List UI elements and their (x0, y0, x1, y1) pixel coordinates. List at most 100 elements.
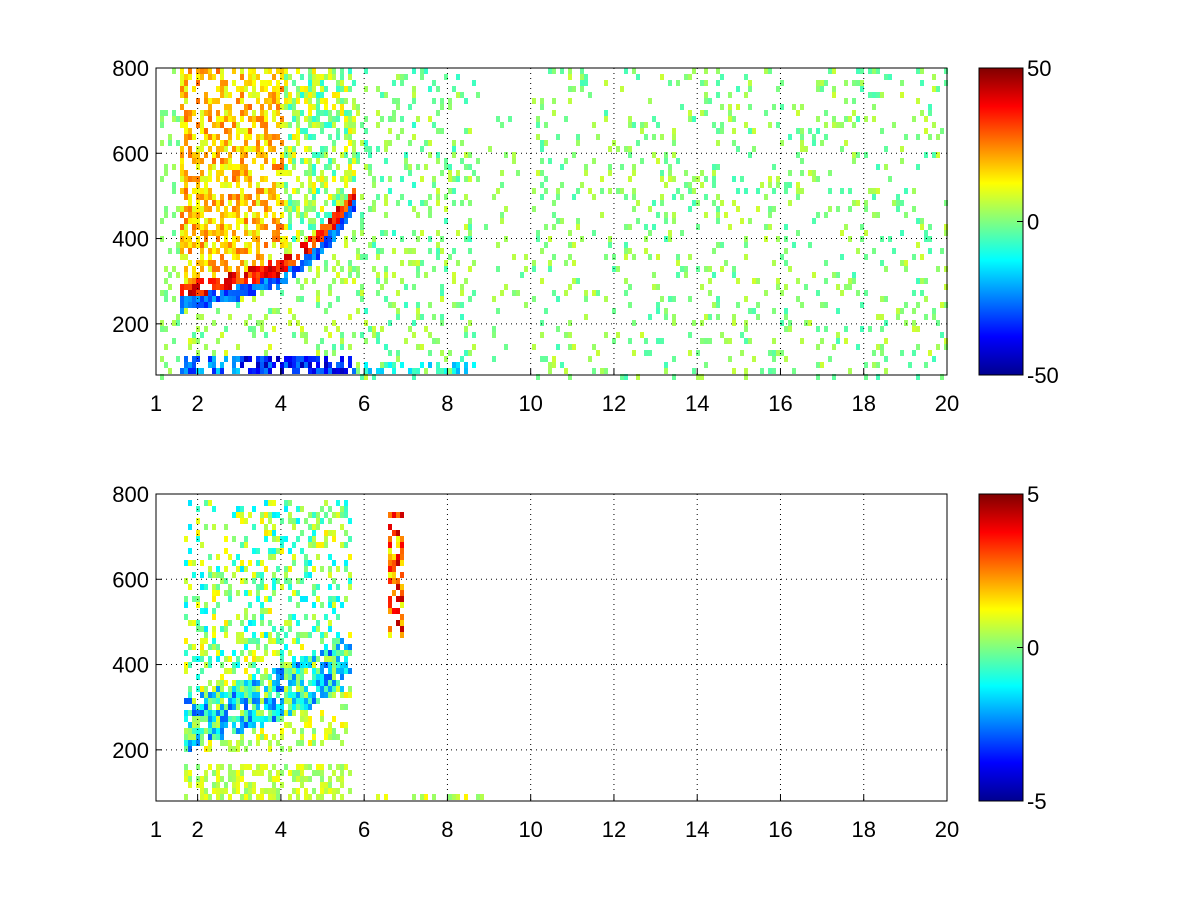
heatmap-cell (252, 272, 256, 278)
heatmap-cell (200, 656, 204, 662)
heatmap-cell (264, 632, 268, 638)
heatmap-cell (468, 128, 472, 134)
heatmap-cell (804, 284, 808, 290)
heatmap-cell (340, 68, 344, 74)
heatmap-cell (280, 734, 284, 740)
heatmap-cell (328, 224, 332, 230)
heatmap-cell (788, 326, 792, 332)
heatmap-cell (336, 596, 340, 602)
heatmap-cell (296, 638, 300, 644)
heatmap-cell (380, 326, 384, 332)
heatmap-cell (320, 368, 324, 374)
heatmap-cell (324, 74, 328, 80)
heatmap-cell (276, 224, 280, 230)
heatmap-cell (376, 254, 380, 260)
heatmap-cell (248, 512, 252, 518)
heatmap-cell (684, 74, 688, 80)
heatmap-cell (400, 626, 404, 632)
heatmap-cell (268, 284, 272, 290)
heatmap-cell (772, 188, 776, 194)
heatmap-cell (884, 320, 888, 326)
heatmap-cell (328, 686, 332, 692)
heatmap-cell (264, 764, 268, 770)
heatmap-cell (284, 668, 288, 674)
heatmap-cell (172, 338, 176, 344)
heatmap-cell (316, 98, 320, 104)
heatmap-cell (684, 272, 688, 278)
heatmap-cell (216, 170, 220, 176)
heatmap-cell (256, 764, 260, 770)
heatmap-cell (212, 266, 216, 272)
heatmap-cell (316, 626, 320, 632)
heatmap-cell (852, 158, 856, 164)
heatmap-cell (708, 98, 712, 104)
heatmap-cell (232, 272, 236, 278)
heatmap-cell (328, 782, 332, 788)
heatmap-cell (216, 704, 220, 710)
heatmap-cell (936, 152, 940, 158)
heatmap-cell (196, 704, 200, 710)
heatmap-cell (216, 248, 220, 254)
heatmap-cell (272, 548, 276, 554)
heatmap-cell (864, 374, 868, 380)
heatmap-cell (244, 170, 248, 176)
heatmap-cell (200, 110, 204, 116)
heatmap-cell (848, 116, 852, 122)
heatmap-cell (292, 158, 296, 164)
heatmap-cell (312, 134, 316, 140)
heatmap-cell (896, 314, 900, 320)
heatmap-cell (416, 116, 420, 122)
heatmap-cell (196, 338, 200, 344)
heatmap-cell (260, 218, 264, 224)
heatmap-cell (464, 194, 468, 200)
heatmap-cell (296, 86, 300, 92)
heatmap-cell (348, 206, 352, 212)
heatmap-cell (876, 362, 880, 368)
heatmap-cell (440, 104, 444, 110)
heatmap-cell (216, 656, 220, 662)
heatmap-cell (188, 128, 192, 134)
heatmap-cell (300, 284, 304, 290)
heatmap-cell (452, 278, 456, 284)
heatmap-cell (756, 314, 760, 320)
heatmap-cell (312, 152, 316, 158)
heatmap-cell (216, 776, 220, 782)
heatmap-cell (376, 110, 380, 116)
colorbar-tick-label: 5 (1027, 482, 1039, 507)
heatmap-cell (252, 782, 256, 788)
heatmap-cell (632, 188, 636, 194)
heatmap-cell (308, 266, 312, 272)
heatmap-cell (504, 206, 508, 212)
heatmap-cell (196, 212, 200, 218)
heatmap-cell (304, 170, 308, 176)
heatmap-cell (288, 680, 292, 686)
heatmap-cell (332, 560, 336, 566)
heatmap-cell (636, 374, 640, 380)
heatmap-cell (444, 260, 448, 266)
heatmap-cell (304, 794, 308, 800)
heatmap-cell (412, 284, 416, 290)
heatmap-cell (224, 212, 228, 218)
heatmap-cell (244, 782, 248, 788)
heatmap-cell (644, 248, 648, 254)
heatmap-cell (336, 686, 340, 692)
heatmap-cell (320, 794, 324, 800)
heatmap-cell (236, 566, 240, 572)
heatmap-cell (252, 80, 256, 86)
heatmap-cell (340, 686, 344, 692)
heatmap-cell (288, 200, 292, 206)
heatmap-cell (592, 344, 596, 350)
heatmap-cell (280, 170, 284, 176)
heatmap-cell (324, 530, 328, 536)
heatmap-cell (192, 158, 196, 164)
heatmap-cell (236, 770, 240, 776)
heatmap-cell (776, 176, 780, 182)
heatmap-cell (816, 176, 820, 182)
heatmap-cell (444, 74, 448, 80)
heatmap-cell (460, 200, 464, 206)
heatmap-cell (928, 134, 932, 140)
heatmap-cell (324, 308, 328, 314)
heatmap-cell (876, 188, 880, 194)
heatmap-cell (244, 230, 248, 236)
heatmap-cell (620, 188, 624, 194)
